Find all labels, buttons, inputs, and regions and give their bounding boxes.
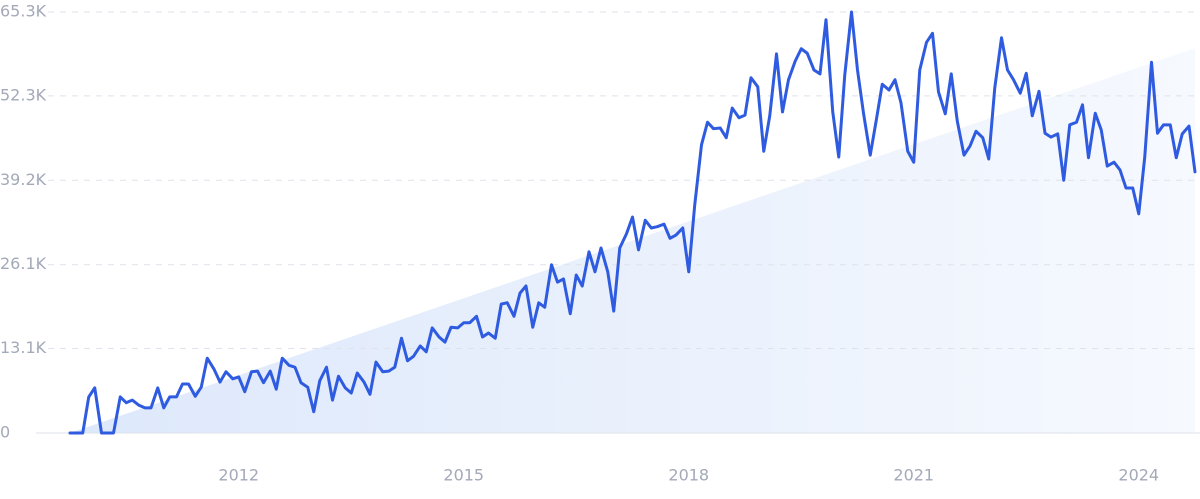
x-tick-label: 2021 — [893, 466, 934, 485]
x-tick-label: 2012 — [218, 466, 259, 485]
y-tick-label: 52.3K — [0, 85, 47, 104]
x-tick-label: 2024 — [1118, 466, 1159, 485]
x-tick-label: 2015 — [443, 466, 484, 485]
y-tick-label: 0 — [0, 423, 10, 442]
y-tick-label: 65.3K — [0, 2, 47, 21]
y-tick-label: 39.2K — [0, 170, 47, 189]
trend-area — [70, 48, 1195, 434]
y-tick-label: 26.1K — [0, 254, 47, 273]
data-line — [68, 10, 1197, 435]
y-tick-label: 13.1K — [0, 338, 47, 357]
x-tick-label: 2018 — [668, 466, 709, 485]
